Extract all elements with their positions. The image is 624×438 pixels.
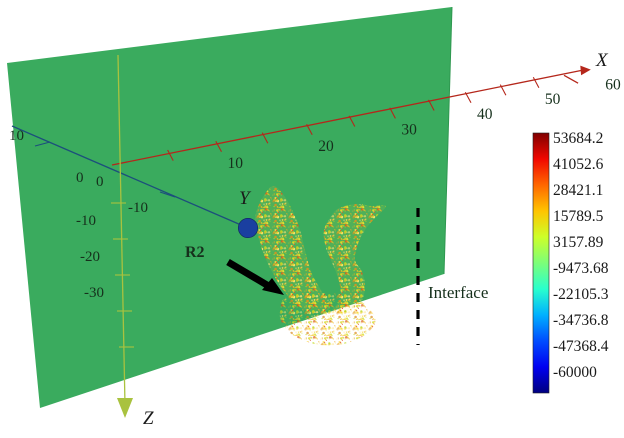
svg-text:3157.89: 3157.89 bbox=[553, 234, 604, 251]
svg-text:-20: -20 bbox=[80, 249, 100, 265]
svg-text:20: 20 bbox=[318, 138, 334, 155]
svg-text:-47368.4: -47368.4 bbox=[553, 338, 609, 355]
svg-text:30: 30 bbox=[401, 121, 417, 138]
svg-text:-22105.3: -22105.3 bbox=[553, 286, 609, 303]
svg-text:-34736.8: -34736.8 bbox=[553, 312, 609, 329]
svg-text:-10: -10 bbox=[128, 200, 148, 216]
svg-text:28421.1: 28421.1 bbox=[553, 182, 603, 199]
svg-text:60: 60 bbox=[605, 77, 621, 94]
svg-text:50: 50 bbox=[545, 91, 561, 108]
svg-text:0: 0 bbox=[76, 170, 84, 186]
svg-text:Interface: Interface bbox=[428, 283, 488, 302]
svg-text:15789.5: 15789.5 bbox=[553, 208, 604, 225]
svg-text:10: 10 bbox=[9, 128, 24, 144]
svg-text:53684.2: 53684.2 bbox=[553, 130, 603, 147]
svg-text:41052.6: 41052.6 bbox=[553, 156, 604, 173]
svg-text:X: X bbox=[595, 50, 609, 71]
svg-text:R2: R2 bbox=[185, 244, 205, 261]
svg-text:10: 10 bbox=[228, 155, 244, 172]
svg-text:-30: -30 bbox=[84, 285, 104, 301]
svg-text:Z: Z bbox=[143, 408, 154, 429]
svg-text:0: 0 bbox=[96, 174, 104, 190]
svg-text:-60000: -60000 bbox=[553, 364, 597, 381]
svg-text:-9473.68: -9473.68 bbox=[553, 260, 609, 277]
svg-text:-10: -10 bbox=[76, 213, 96, 229]
svg-text:40: 40 bbox=[477, 106, 493, 123]
